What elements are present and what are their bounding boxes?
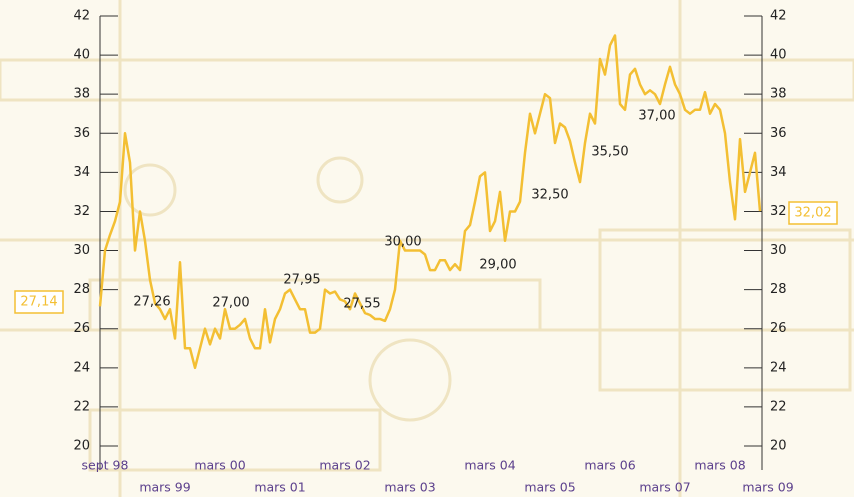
- end-label-box: [788, 201, 838, 225]
- y-tick-label: 40: [73, 48, 90, 63]
- y-tick-label: 24: [73, 360, 90, 375]
- y-tick-label: 20: [73, 439, 90, 454]
- annotation: 30,00: [384, 235, 421, 250]
- y2-tick-label: 22: [770, 399, 787, 414]
- start-label-box: [14, 290, 64, 314]
- y-tick-label: 42: [73, 9, 90, 24]
- annotation: 27,26: [133, 295, 170, 310]
- x-tick-label: mars 03: [384, 480, 435, 495]
- end-label: 32,02: [794, 206, 831, 221]
- x-tick-label: mars 09: [742, 480, 793, 495]
- price-line: [98, 34, 762, 370]
- x-tick-label: mars 00: [194, 458, 245, 473]
- x-tick-label: mars 08: [694, 458, 745, 473]
- y2-tick-label: 32: [770, 204, 787, 219]
- y2-tick-label: 30: [770, 243, 787, 258]
- y-tick-label: 34: [73, 165, 90, 180]
- y-tick-label: 26: [73, 321, 90, 336]
- y-tick-label: 36: [73, 126, 90, 141]
- annotation: 27,00: [212, 296, 249, 311]
- x-tick-label: mars 02: [319, 458, 370, 473]
- x-tick-label: mars 99: [139, 480, 190, 495]
- annotation: 27,95: [283, 273, 320, 288]
- x-tick-label: mars 01: [254, 480, 305, 495]
- start-label: 27,14: [20, 295, 57, 310]
- x-tick-label: mars 05: [524, 480, 575, 495]
- annotation: 32,50: [531, 188, 568, 203]
- annotation: 35,50: [591, 145, 628, 160]
- y2-tick-label: 24: [770, 360, 787, 375]
- annotation: 29,00: [479, 258, 516, 273]
- y-tick-label: 28: [73, 282, 90, 297]
- y2-tick-label: 20: [770, 439, 787, 454]
- y2-tick-label: 28: [770, 282, 787, 297]
- y2-tick-label: 36: [770, 126, 787, 141]
- annotation: 27,55: [343, 297, 380, 312]
- y2-tick-label: 42: [770, 9, 787, 24]
- x-tick-label: mars 07: [639, 480, 690, 495]
- y2-tick-label: 38: [770, 87, 787, 102]
- y2-tick-label: 34: [770, 165, 787, 180]
- y2-tick-label: 40: [770, 48, 787, 63]
- y-tick-label: 38: [73, 87, 90, 102]
- y-tick-label: 22: [73, 399, 90, 414]
- y2-tick-label: 26: [770, 321, 787, 336]
- annotation: 37,00: [638, 109, 675, 124]
- x-tick-label: mars 06: [584, 458, 635, 473]
- x-tick-label: mars 04: [464, 458, 515, 473]
- x-tick-label: sept 98: [82, 458, 129, 473]
- y-tick-label: 30: [73, 243, 90, 258]
- y-tick-label: 32: [73, 204, 90, 219]
